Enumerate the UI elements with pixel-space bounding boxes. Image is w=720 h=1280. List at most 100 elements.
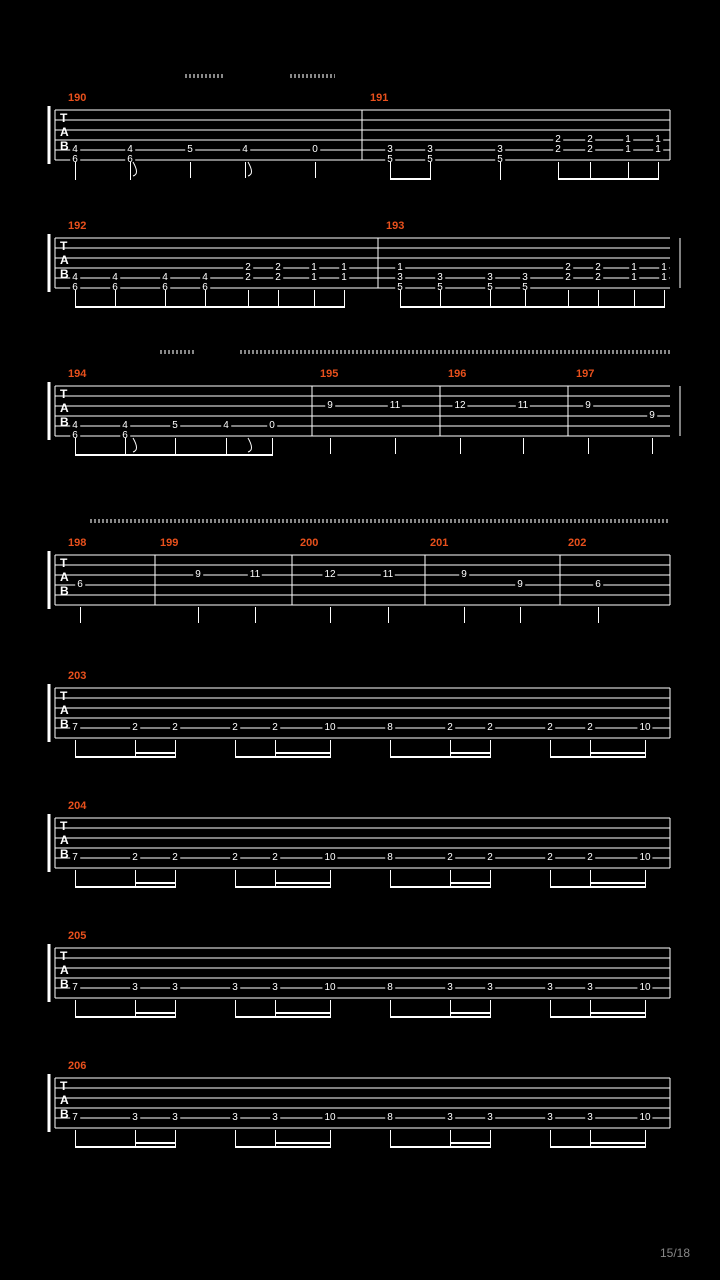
note-stem — [634, 290, 635, 306]
beam — [390, 178, 431, 180]
tremolo-marking — [90, 519, 670, 523]
note-stem — [245, 162, 246, 178]
note-stem — [628, 162, 629, 178]
tab-label: B — [60, 416, 69, 428]
measure-number: 205 — [68, 930, 86, 942]
fret-number: 5 — [185, 144, 195, 155]
note-stem — [314, 290, 315, 306]
beam — [275, 1142, 331, 1144]
fret-number: 10 — [322, 982, 337, 993]
fret-number: 9 — [459, 569, 469, 580]
note-stem — [652, 438, 653, 454]
beam — [450, 1012, 491, 1014]
measure-number: 206 — [68, 1060, 86, 1072]
fret-number: 3 — [270, 1112, 280, 1123]
beam — [235, 1146, 331, 1148]
note-stem — [500, 162, 501, 178]
tab-label: T — [60, 557, 67, 569]
fret-number: 3 — [545, 982, 555, 993]
fret-number: 9 — [325, 400, 335, 411]
fret-number: 3 — [485, 982, 495, 993]
fret-number: 1 — [309, 272, 319, 283]
beam — [135, 1142, 176, 1144]
tie-curve — [133, 438, 147, 457]
fret-number: 7 — [70, 722, 80, 733]
note-stem — [226, 438, 227, 454]
note-stem — [658, 162, 659, 178]
fret-number: 7 — [70, 852, 80, 863]
note-stem — [388, 607, 389, 623]
note-stem — [75, 162, 76, 178]
beam — [278, 306, 315, 308]
tie-curve — [248, 162, 262, 181]
fret-number: 9 — [193, 569, 203, 580]
beam — [235, 886, 331, 888]
fret-number: 10 — [322, 1112, 337, 1123]
note-stem — [190, 162, 191, 178]
fret-number: 10 — [637, 982, 652, 993]
fret-number: 5 — [170, 420, 180, 431]
beam — [75, 454, 126, 456]
beam — [490, 306, 526, 308]
tab-label: T — [60, 1080, 67, 1092]
note-stem — [598, 607, 599, 623]
beam — [558, 178, 591, 180]
tab-label: B — [60, 978, 69, 990]
note-stem — [568, 290, 569, 306]
measure-number: 202 — [568, 537, 586, 549]
measure-number: 204 — [68, 800, 86, 812]
beam — [450, 882, 491, 884]
fret-number: 2 — [243, 272, 253, 283]
measure-number: 195 — [320, 368, 338, 380]
measure-number: 199 — [160, 537, 178, 549]
note-stem — [330, 438, 331, 454]
fret-number: 2 — [585, 852, 595, 863]
beam — [165, 306, 206, 308]
measure-number: 191 — [370, 92, 388, 104]
tab-label: A — [60, 254, 69, 266]
fret-number: 10 — [637, 722, 652, 733]
beam — [130, 178, 131, 180]
note-stem — [520, 607, 521, 623]
tab-label: T — [60, 950, 67, 962]
beam — [550, 1016, 646, 1018]
fret-number: 3 — [545, 1112, 555, 1123]
fret-number: 7 — [70, 982, 80, 993]
note-stem — [330, 607, 331, 623]
tab-label: B — [60, 268, 69, 280]
beam — [550, 1146, 646, 1148]
beam — [135, 752, 176, 754]
note-stem — [80, 607, 81, 623]
measure-number: 193 — [386, 220, 404, 232]
note-stem — [395, 438, 396, 454]
fret-number: 1 — [623, 144, 633, 155]
fret-number: 9 — [583, 400, 593, 411]
beam — [568, 306, 599, 308]
fret-number: 2 — [130, 722, 140, 733]
note-stem — [460, 438, 461, 454]
beam — [658, 178, 659, 180]
fret-number: 3 — [170, 982, 180, 993]
fret-number: 11 — [388, 400, 402, 411]
fret-number: 12 — [322, 569, 337, 580]
beam — [550, 756, 646, 758]
tremolo-marking — [240, 350, 670, 354]
beam — [634, 306, 665, 308]
fret-number: 4 — [221, 420, 231, 431]
beam — [400, 306, 441, 308]
note-stem — [523, 438, 524, 454]
fret-number: 9 — [515, 579, 525, 590]
tab-label: A — [60, 571, 69, 583]
tremolo-marking — [290, 74, 335, 78]
note-stem — [205, 290, 206, 306]
note-stem — [315, 162, 316, 178]
fret-number: 2 — [230, 722, 240, 733]
fret-number: 7 — [70, 1112, 80, 1123]
beam — [590, 1142, 646, 1144]
note-stem — [175, 438, 176, 454]
fret-number: 2 — [270, 852, 280, 863]
note-stem — [558, 162, 559, 178]
tab-label: A — [60, 834, 69, 846]
page-number: 15/18 — [660, 1246, 690, 1260]
beam — [75, 1146, 176, 1148]
